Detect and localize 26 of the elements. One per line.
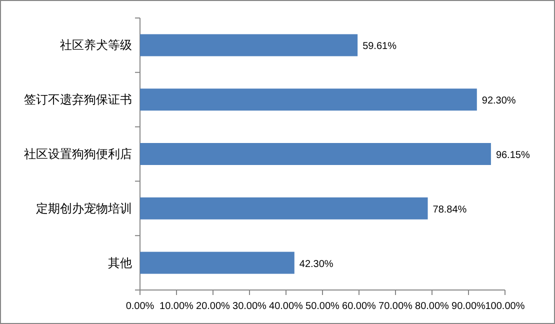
y-tick-label: 签订不遗弃狗保证书 xyxy=(24,92,132,107)
bar xyxy=(140,34,358,56)
y-tick-label: 其他 xyxy=(108,256,132,270)
x-tick-label: 20.00% xyxy=(196,301,230,312)
bar xyxy=(140,252,294,274)
data-label: 59.61% xyxy=(362,41,397,52)
x-tick-label: 60.00% xyxy=(342,301,376,312)
x-tick-label: 80.00% xyxy=(415,301,450,312)
data-label: 92.30% xyxy=(482,96,516,107)
data-label: 42.30% xyxy=(299,258,334,270)
data-label: 96.15% xyxy=(496,150,530,161)
x-tick-label: 0.00% xyxy=(126,301,154,312)
data-label: 78.84% xyxy=(432,204,467,216)
bar xyxy=(140,197,428,220)
x-tick-label: 90.00% xyxy=(452,301,486,312)
bar xyxy=(140,88,477,111)
x-tick-label: 30.00% xyxy=(232,301,267,312)
y-tick-label: 社区设置狗狗便利店 xyxy=(24,147,132,161)
y-tick-label: 社区养犬等级 xyxy=(60,38,132,52)
y-tick-label: 定期创办宠物培训 xyxy=(36,201,132,216)
x-tick-label: 10.00% xyxy=(160,301,194,312)
x-tick-label: 40.00% xyxy=(269,301,304,312)
x-tick-label: 70.00% xyxy=(378,301,413,312)
x-tick-label: 50.00% xyxy=(306,301,340,312)
x-tick-label: 100.00% xyxy=(485,301,525,312)
bar xyxy=(140,143,491,165)
